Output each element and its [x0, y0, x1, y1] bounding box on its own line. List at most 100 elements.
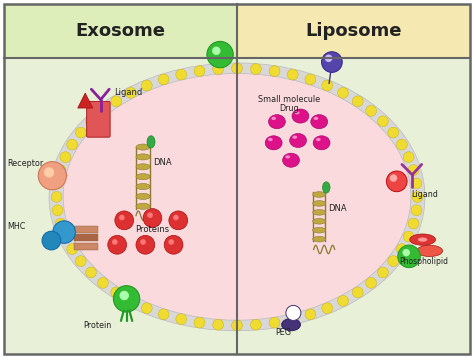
Circle shape — [287, 314, 298, 324]
Circle shape — [408, 165, 419, 175]
Text: Ligand: Ligand — [411, 190, 438, 199]
Ellipse shape — [268, 115, 285, 129]
Circle shape — [67, 139, 78, 150]
Ellipse shape — [311, 115, 328, 129]
Circle shape — [352, 287, 363, 298]
Circle shape — [232, 320, 242, 331]
Text: MHC: MHC — [8, 222, 26, 231]
Circle shape — [173, 215, 179, 220]
Circle shape — [232, 63, 242, 74]
FancyBboxPatch shape — [87, 101, 110, 137]
Circle shape — [390, 174, 397, 182]
Bar — [237, 4, 470, 354]
Circle shape — [398, 245, 420, 268]
Ellipse shape — [313, 227, 326, 233]
Ellipse shape — [292, 109, 309, 123]
Circle shape — [119, 215, 125, 220]
Ellipse shape — [49, 63, 425, 331]
Circle shape — [86, 267, 96, 278]
Text: Exosome: Exosome — [75, 22, 165, 40]
Ellipse shape — [313, 209, 326, 215]
Bar — [237, 4, 470, 58]
Circle shape — [305, 74, 316, 85]
Circle shape — [388, 256, 399, 267]
Ellipse shape — [265, 136, 282, 150]
Circle shape — [98, 105, 109, 116]
Text: Receptor: Receptor — [8, 159, 44, 168]
Circle shape — [42, 231, 61, 250]
Circle shape — [365, 105, 376, 116]
Circle shape — [212, 47, 220, 55]
Text: PEG: PEG — [275, 329, 292, 338]
Circle shape — [388, 127, 399, 138]
Text: Drug: Drug — [279, 104, 299, 113]
Circle shape — [213, 319, 224, 330]
Circle shape — [126, 87, 137, 98]
Circle shape — [75, 256, 86, 267]
Circle shape — [75, 127, 86, 138]
Ellipse shape — [314, 117, 318, 120]
Circle shape — [147, 212, 153, 218]
Circle shape — [250, 319, 261, 330]
Circle shape — [38, 161, 66, 190]
Circle shape — [55, 218, 66, 229]
Circle shape — [158, 309, 169, 320]
Circle shape — [126, 295, 137, 306]
Ellipse shape — [136, 154, 150, 160]
Circle shape — [168, 239, 174, 245]
Circle shape — [403, 231, 414, 242]
Bar — [74, 243, 99, 250]
Circle shape — [52, 178, 63, 189]
Circle shape — [176, 314, 187, 324]
Circle shape — [141, 80, 152, 91]
Bar — [74, 226, 99, 233]
Circle shape — [169, 211, 188, 230]
Circle shape — [176, 69, 187, 80]
Circle shape — [365, 277, 376, 288]
Ellipse shape — [322, 182, 330, 193]
Circle shape — [269, 317, 280, 328]
Circle shape — [412, 192, 423, 202]
Circle shape — [322, 303, 333, 314]
Circle shape — [111, 96, 122, 107]
Ellipse shape — [136, 174, 150, 180]
Text: Small molecule: Small molecule — [258, 95, 320, 104]
Ellipse shape — [68, 75, 406, 319]
Ellipse shape — [268, 138, 273, 141]
Ellipse shape — [136, 164, 150, 170]
Ellipse shape — [313, 218, 326, 224]
Circle shape — [408, 218, 419, 229]
Circle shape — [287, 69, 298, 80]
Circle shape — [378, 267, 388, 278]
Circle shape — [321, 52, 342, 72]
Ellipse shape — [285, 155, 290, 159]
Ellipse shape — [313, 136, 330, 150]
Ellipse shape — [136, 144, 150, 150]
Bar — [4, 4, 237, 58]
Text: Phospholipid: Phospholipid — [399, 257, 448, 266]
Circle shape — [140, 239, 146, 245]
Ellipse shape — [292, 136, 297, 139]
Circle shape — [141, 303, 152, 314]
Circle shape — [396, 244, 407, 255]
Circle shape — [44, 167, 54, 178]
Circle shape — [111, 287, 122, 298]
Circle shape — [286, 305, 301, 320]
Circle shape — [52, 205, 63, 216]
Circle shape — [386, 171, 407, 192]
Ellipse shape — [316, 138, 320, 141]
Text: Liposome: Liposome — [305, 22, 402, 40]
Text: Protein: Protein — [83, 321, 111, 330]
Text: Ligand: Ligand — [114, 88, 142, 97]
Circle shape — [396, 139, 407, 150]
Circle shape — [67, 244, 78, 255]
Ellipse shape — [417, 245, 443, 257]
Circle shape — [352, 96, 363, 107]
Ellipse shape — [136, 193, 150, 199]
Ellipse shape — [418, 237, 427, 242]
Circle shape — [207, 42, 233, 68]
Circle shape — [51, 192, 62, 202]
Text: DNA: DNA — [328, 204, 347, 213]
Circle shape — [250, 64, 261, 74]
Circle shape — [113, 286, 140, 312]
